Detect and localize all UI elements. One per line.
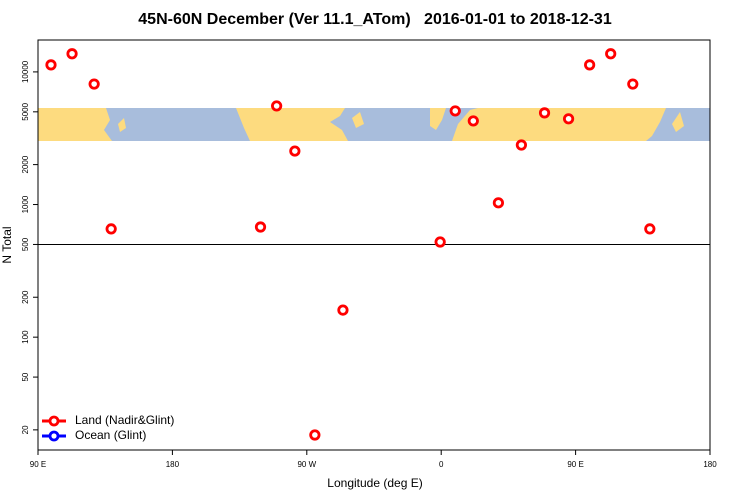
y-tick-label: 100 [21,330,30,344]
y-tick-label: 50 [21,372,30,381]
point [627,78,639,90]
point [66,48,78,60]
point [254,221,267,233]
point [309,429,321,441]
y-tick-label: 200 [21,290,30,304]
legend-label: Ocean (Glint) [75,428,146,442]
point [492,197,504,209]
x-tick-label: 180 [166,460,180,469]
x-tick-label: 0 [439,460,444,469]
point [562,113,575,125]
point [584,59,596,71]
land [38,108,112,141]
point [538,107,551,119]
point [605,48,617,60]
point [271,100,283,112]
legend-label: Land (Nadir&Glint) [75,413,174,427]
plot-frame [37,39,711,451]
y-tick-label: 5000 [21,102,30,120]
x-tick-label: 90 E [567,460,583,469]
point [449,105,461,117]
land [118,118,126,132]
point [45,59,57,71]
y-axis-label: N Total [0,226,14,263]
land [352,112,364,128]
legend-marker [48,430,60,442]
point [88,78,100,90]
x-tick-label: 90 E [30,460,46,469]
land [672,112,684,132]
point [467,115,479,127]
y-tick-label: 2000 [21,155,30,173]
y-tick-label: 500 [21,237,30,251]
point [434,236,446,248]
x-tick-label: 90 W [297,460,316,469]
chart-title: 45N-60N December (Ver 11.1_ATom) 2016-01… [138,11,612,28]
x-axis-label: Longitude (deg E) [327,476,422,490]
legend-marker [48,415,60,427]
y-tick-label: 20 [21,425,30,434]
point [289,145,301,157]
land [430,108,446,130]
map-strip [38,108,710,141]
land [236,108,348,141]
point [644,223,656,235]
point [337,304,349,316]
y-tick-label: 10000 [21,60,30,83]
land [452,108,666,141]
x-tick-label: 180 [703,460,717,469]
point [105,223,117,235]
y-tick-label: 1000 [21,195,30,213]
point [515,139,527,151]
